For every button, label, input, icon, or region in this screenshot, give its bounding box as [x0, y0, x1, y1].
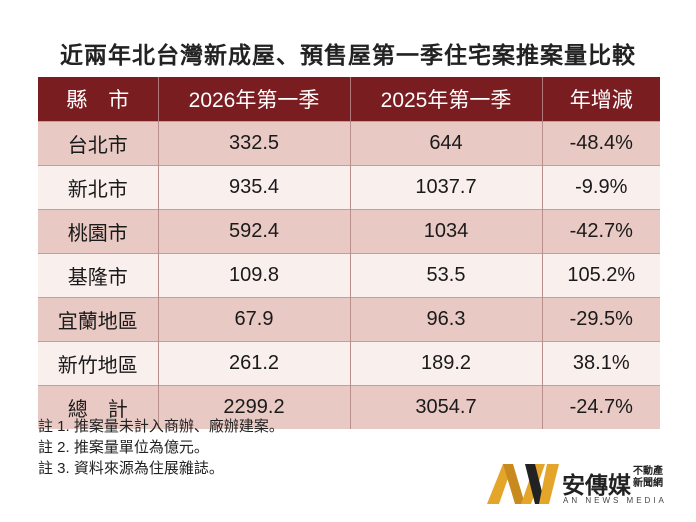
table-row: 桃園市 592.4 1034 -42.7%	[38, 209, 660, 254]
cell-2026: 332.5	[158, 121, 351, 166]
header-2026-q1: 2026年第一季	[158, 77, 351, 122]
data-table: 縣 市 2026年第一季 2025年第一季 年增減 台北市 332.5 644 …	[38, 77, 660, 429]
table-row: 台北市 332.5 644 -48.4%	[38, 121, 660, 166]
logo-english: AN NEWS MEDIA	[563, 496, 667, 505]
footnote: 註 1. 推案量未計入商辦、廠辦建案。	[38, 418, 284, 435]
cell-county: 新竹地區	[38, 341, 159, 386]
cell-change: -48.4%	[542, 121, 660, 166]
table-row: 宜蘭地區 67.9 96.3 -29.5%	[38, 297, 660, 342]
table-row: 新北市 935.4 1037.7 -9.9%	[38, 165, 660, 210]
cell-2026: 109.8	[158, 253, 351, 298]
footnote: 註 3. 資料來源為住展雜誌。	[38, 460, 224, 477]
cell-2026: 67.9	[158, 297, 351, 342]
cell-change: -24.7%	[542, 385, 660, 429]
header-yoy-change: 年增減	[542, 77, 660, 122]
logo-subtitle: 不動產 新聞網	[633, 466, 663, 490]
cell-2025: 53.5	[350, 253, 543, 298]
cell-county: 桃園市	[38, 209, 159, 254]
cell-2026: 592.4	[158, 209, 351, 254]
cell-county: 台北市	[38, 121, 159, 166]
cell-2025: 96.3	[350, 297, 543, 342]
table-row: 基隆市 109.8 53.5 105.2%	[38, 253, 660, 298]
table-total-row: 總 計 2299.2 3054.7 -24.7%	[38, 385, 660, 429]
cell-county: 總 計	[38, 385, 159, 429]
brand-logo: 安傳媒 不動產 新聞網 AN NEWS MEDIA	[485, 460, 675, 510]
header-county: 縣 市	[38, 77, 159, 122]
cell-county: 新北市	[38, 165, 159, 210]
cell-change: 105.2%	[542, 253, 660, 298]
header-2025-q1: 2025年第一季	[350, 77, 543, 122]
cell-change: -9.9%	[542, 165, 660, 210]
cell-change: -29.5%	[542, 297, 660, 342]
cell-2025: 1034	[350, 209, 543, 254]
logo-name: 安傳媒	[562, 472, 631, 498]
cell-2025: 3054.7	[350, 385, 543, 429]
cell-change: 38.1%	[542, 341, 660, 386]
an-logo-icon	[487, 464, 559, 504]
logo-side-line1: 不動產	[633, 466, 663, 477]
cell-county: 基隆市	[38, 253, 159, 298]
table-row: 新竹地區 261.2 189.2 38.1%	[38, 341, 660, 386]
logo-side-line2: 新聞網	[633, 478, 663, 489]
cell-county: 宜蘭地區	[38, 297, 159, 342]
cell-2026: 935.4	[158, 165, 351, 210]
footnotes: 註 1. 推案量未計入商辦、廠辦建案。 註 2. 推案量單位為億元。 註 3. …	[38, 416, 284, 479]
cell-2026: 261.2	[158, 341, 351, 386]
cell-2025: 644	[350, 121, 543, 166]
cell-2025: 189.2	[350, 341, 543, 386]
cell-2026: 2299.2	[158, 385, 351, 429]
page-title: 近兩年北台灣新成屋、預售屋第一季住宅案推案量比較	[60, 42, 636, 68]
cell-2025: 1037.7	[350, 165, 543, 210]
footnote: 註 2. 推案量單位為億元。	[38, 439, 209, 456]
cell-change: -42.7%	[542, 209, 660, 254]
table-header-row: 縣 市 2026年第一季 2025年第一季 年增減	[38, 77, 660, 122]
